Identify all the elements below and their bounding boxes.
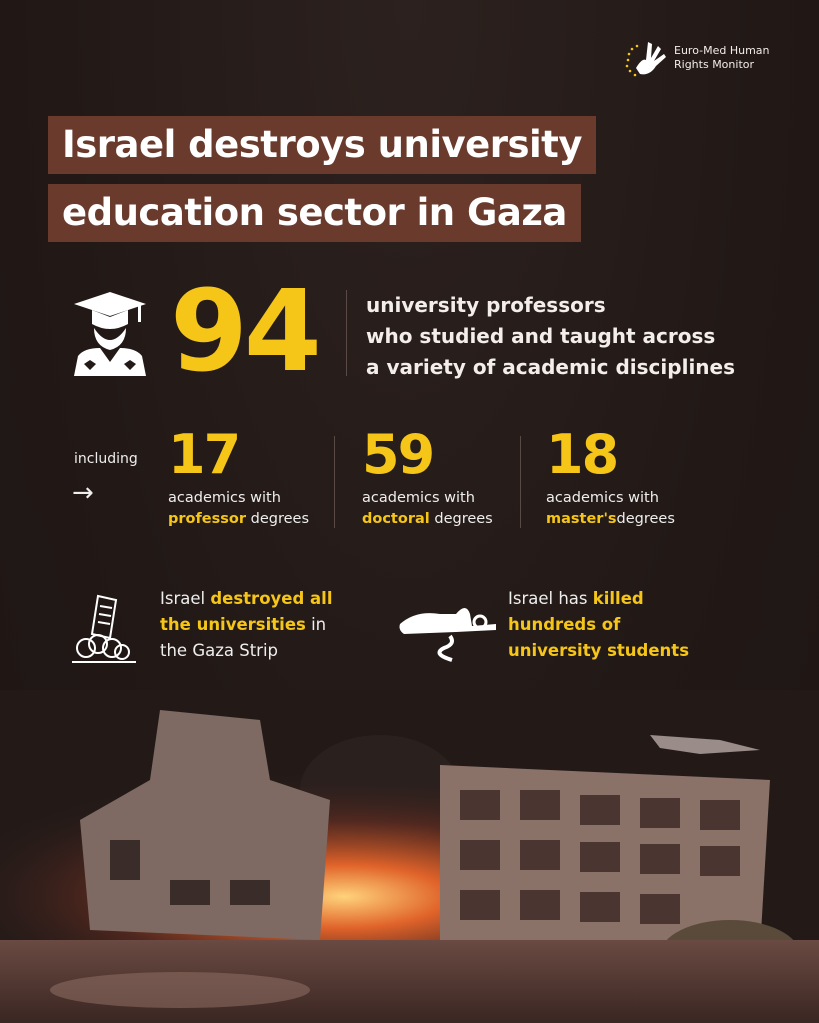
fact-text: Israel has xyxy=(508,589,593,608)
title-line-2: education sector in Gaza xyxy=(48,184,581,242)
headline-line: who studied and taught across xyxy=(366,324,716,348)
divider xyxy=(334,436,335,528)
graduate-icon xyxy=(74,292,146,376)
stat-highlight: professor xyxy=(168,511,247,527)
fact-highlight: hundreds of xyxy=(508,615,621,634)
title-line-1: Israel destroys university xyxy=(48,116,596,174)
brand-line-1: Euro-Med Human xyxy=(674,44,770,57)
stat-doctoral: 59 academics with doctoral degrees xyxy=(362,424,493,530)
hand-dove-logo-icon xyxy=(625,42,666,77)
fact-text: in xyxy=(305,615,327,634)
fact-universities: Israel destroyed all the universities in… xyxy=(160,586,332,664)
stat-professor: 17 academics with professor degrees xyxy=(168,424,309,530)
fact-text: Israel xyxy=(160,589,211,608)
headline-line: a variety of academic disciplines xyxy=(366,355,736,379)
stat-number: 17 xyxy=(168,423,241,486)
stat-line: academics with xyxy=(362,490,475,506)
headline-number: 94 xyxy=(170,267,322,397)
stat-highlight: doctoral xyxy=(362,511,430,527)
divider xyxy=(346,290,347,376)
headline-line: university professors xyxy=(366,293,606,317)
fact-highlight: the universities xyxy=(160,615,306,634)
stat-rest: degrees xyxy=(246,511,309,527)
fact-highlight: university students xyxy=(508,641,690,660)
stat-master: 18 academics with master'sdegrees xyxy=(546,424,675,530)
stat-rest: degrees xyxy=(616,511,675,527)
fallen-person-icon xyxy=(399,608,496,662)
stat-number: 59 xyxy=(362,423,435,486)
stat-rest: degrees xyxy=(429,511,493,527)
arrow-right-icon: → xyxy=(72,478,94,508)
brand-logo: Euro-Med Human Rights Monitor xyxy=(622,38,770,78)
fact-highlight: killed xyxy=(592,589,644,608)
stat-line: academics with xyxy=(546,490,659,506)
fact-highlight: destroyed all xyxy=(210,589,333,608)
destroyed-university-photo xyxy=(0,690,819,1023)
brand-line-2: Rights Monitor xyxy=(674,58,755,71)
stat-number: 18 xyxy=(546,423,619,486)
fact-text: the Gaza Strip xyxy=(160,641,279,660)
including-label: including xyxy=(74,451,138,467)
headline-description: university professors who studied and ta… xyxy=(366,290,735,383)
fact-students: Israel has killed hundreds of university… xyxy=(508,586,689,664)
stat-highlight: master's xyxy=(546,511,617,527)
collapsing-building-icon xyxy=(72,594,136,663)
divider xyxy=(520,436,521,528)
stat-line: academics with xyxy=(168,490,281,506)
